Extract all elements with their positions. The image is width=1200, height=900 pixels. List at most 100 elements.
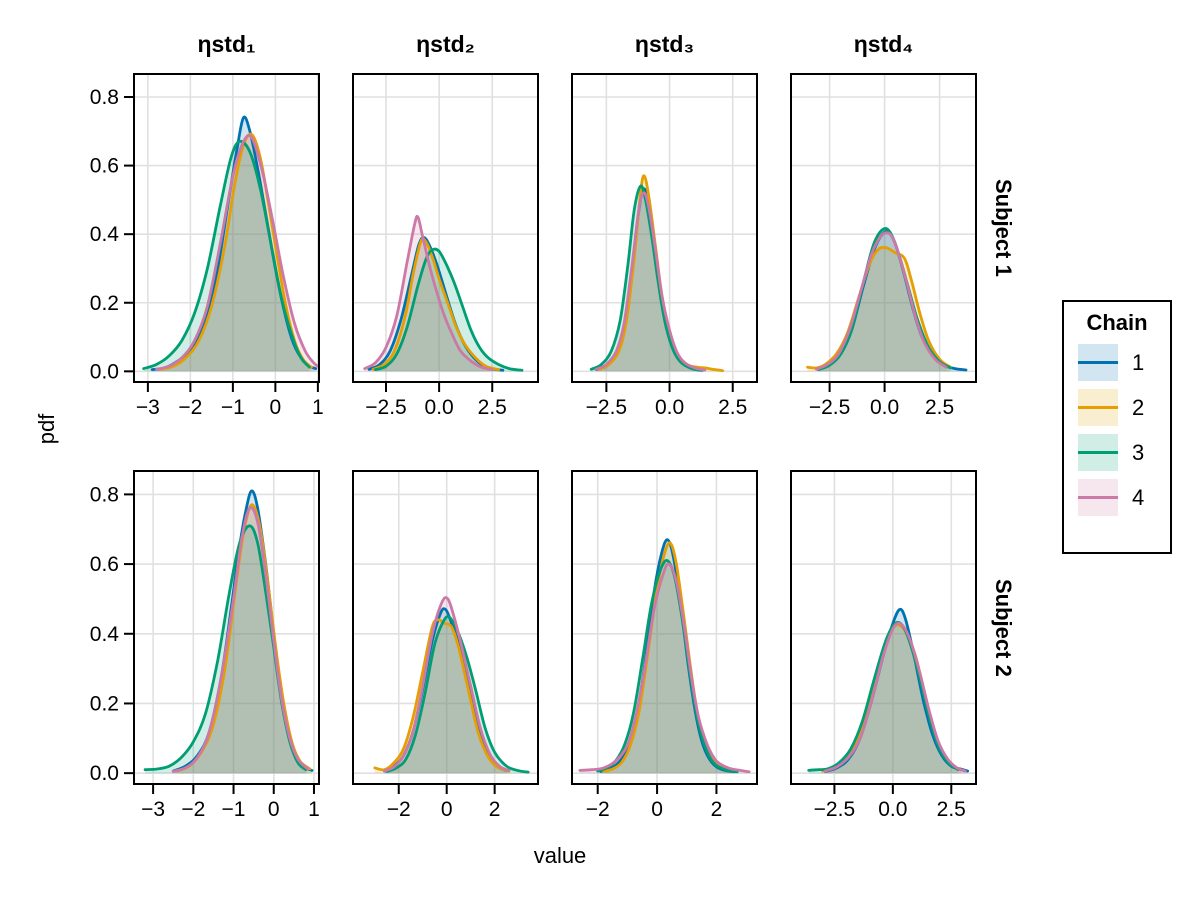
y-tick-label: 0.2 [90, 292, 119, 315]
density-panel-r2c1: −3 −2 −1 0 1 0.0 0.2 0.4 0.6 0.8 [90, 470, 320, 821]
x-tick-label: 0.0 [878, 798, 907, 821]
x-tick-label: −3 [136, 396, 160, 419]
legend-entry-label: 3 [1132, 439, 1145, 465]
legend-title: Chain [1086, 310, 1148, 335]
x-tick-label: −1 [221, 396, 245, 419]
kde-fill-chain-2 [807, 247, 951, 372]
panel-border [790, 470, 977, 785]
facet-col-title-1: ηstd₁ [197, 31, 256, 57]
x-tick-label: −3 [141, 798, 165, 821]
kde-fill-chain-3 [143, 141, 310, 372]
facet-row-label-2: Subject 2 [991, 578, 1016, 677]
legend-line-icon [1078, 361, 1118, 364]
kde-line-chain-3 [817, 227, 952, 371]
kde-line-chain-4 [578, 562, 751, 774]
y-tick-label: 0.0 [90, 360, 119, 383]
kde-line-chain-4 [383, 596, 511, 773]
legend-line-icon [1078, 451, 1118, 454]
kde-fill-chain-4 [156, 135, 318, 372]
density-panel-r2c4: −2.5 0.0 2.5 [790, 470, 977, 821]
kde-fill-chain-2 [160, 134, 312, 372]
x-tick-label: 2 [489, 798, 501, 821]
kde-fill-chain-2 [374, 619, 509, 774]
kde-line-chain-4 [155, 133, 320, 371]
legend-entry-chain-4: 4 [1078, 479, 1170, 516]
legend-line-icon [1078, 406, 1118, 409]
x-tick-label: −2.5 [365, 396, 406, 419]
x-tick-label: −2 [181, 798, 205, 821]
density-panel-r1c1: −3 −2 −1 0 1 0.0 0.2 0.4 0.6 0.8 [90, 73, 324, 419]
x-tick-label: 0 [651, 798, 663, 821]
x-tick-label: −2 [387, 798, 411, 821]
x-tick-label: −2.5 [809, 396, 850, 419]
kde-fill-chain-3 [591, 185, 700, 372]
y-tick-label: 0.6 [90, 553, 119, 576]
kde-fill-chain-3 [386, 616, 529, 774]
x-tick-label: −2.5 [586, 396, 627, 419]
kde-line-chain-3 [374, 247, 524, 372]
legend-swatch-icon [1078, 344, 1118, 381]
x-tick-label: 0 [441, 798, 453, 821]
x-tick-label: 2.5 [925, 396, 954, 419]
kde-fill-chain-4 [579, 563, 750, 774]
x-tick-label: 1 [308, 798, 320, 821]
legend-swatch-icon [1078, 434, 1118, 471]
kde-line-chain-3 [596, 559, 739, 774]
facet-row-label-1: Subject 1 [991, 179, 1016, 277]
kde-line-chain-4 [594, 191, 707, 372]
legend-entries: 1 2 3 4 [1064, 344, 1170, 516]
kde-line-chain-2 [806, 246, 952, 370]
y-tick-label: 0.2 [90, 692, 119, 715]
kde-line-chain-3 [142, 139, 311, 370]
kde-fill-chain-4 [825, 623, 966, 774]
panel-border [571, 73, 758, 383]
y-tick-label: 0.0 [90, 762, 119, 785]
kde-line-chain-4 [363, 214, 494, 371]
panel-border [790, 73, 977, 383]
kde-line-chain-3 [589, 184, 702, 372]
facet-col-title-4: ηstd₄ [853, 31, 914, 57]
x-tick-label: −2 [178, 396, 202, 419]
y-tick-label: 0.8 [90, 86, 119, 109]
legend-entry-label: 4 [1132, 484, 1145, 510]
kde-fill-chain-2 [822, 624, 961, 774]
legend: Chain 1 2 3 4 [1062, 300, 1172, 554]
y-tick-label: 0.8 [90, 483, 119, 506]
x-tick-label: −1 [222, 798, 246, 821]
density-panel-r1c2: −2.5 0.0 2.5 [352, 73, 539, 419]
kde-line-chain-4 [823, 621, 967, 773]
kde-fill-chain-2 [177, 504, 310, 774]
facet-col-title-2: ηstd₂ [416, 31, 475, 57]
x-tick-label: −2 [586, 798, 610, 821]
kde-line-chain-2 [373, 618, 511, 773]
legend-entry-label: 2 [1132, 394, 1145, 420]
panel-border [571, 470, 758, 785]
density-panel-r2c2: −2 0 2 [352, 470, 539, 821]
x-tick-label: 0.0 [870, 396, 899, 419]
kde-fill-chain-2 [598, 175, 723, 372]
x-tick-label: 2 [711, 798, 723, 821]
panel-border [133, 73, 320, 383]
legend-entry-chain-3: 3 [1078, 434, 1170, 471]
x-tick-label: −2.5 [814, 798, 855, 821]
x-tick-label: 0 [268, 798, 280, 821]
x-tick-label: 0.0 [425, 396, 454, 419]
kde-line-chain-4 [815, 231, 948, 371]
density-panel-r2c3: −2 0 2 [571, 470, 758, 821]
x-tick-label: 0.0 [655, 396, 684, 419]
kde-fill-chain-1 [152, 116, 316, 372]
kde-line-chain-4 [171, 506, 310, 773]
legend-entry-chain-2: 2 [1078, 389, 1170, 426]
density-panel-r1c3: −2.5 0.0 2.5 [571, 73, 758, 419]
y-axis-label: pdf [34, 413, 59, 445]
kde-fill-chain-1 [173, 490, 312, 774]
y-tick-label: 0.4 [90, 223, 120, 246]
legend-entry-label: 1 [1132, 349, 1145, 375]
kde-fill-chain-3 [808, 622, 959, 774]
panel-border [352, 73, 539, 383]
kde-fill-chain-3 [818, 228, 951, 372]
x-tick-label: 2.5 [478, 396, 507, 419]
panel-border [133, 470, 320, 785]
kde-fill-chain-1 [596, 188, 703, 372]
